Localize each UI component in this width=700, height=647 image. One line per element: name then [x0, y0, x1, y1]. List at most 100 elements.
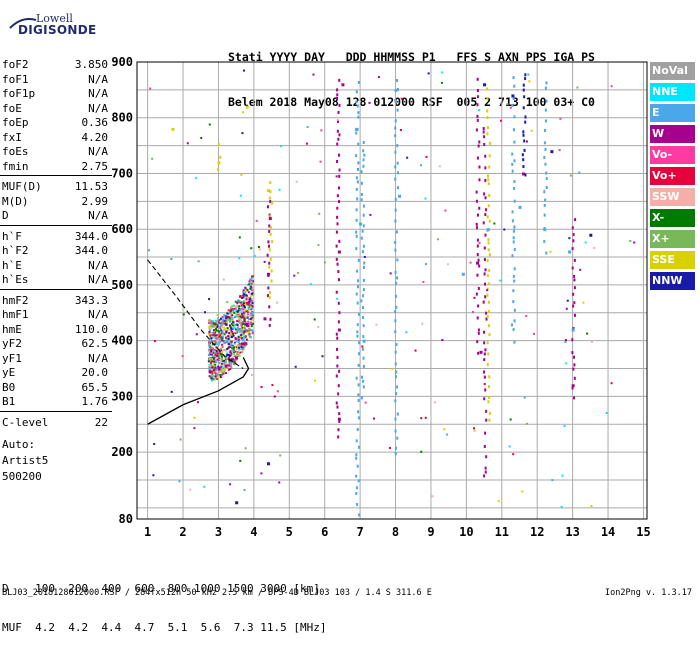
echo-dot: [213, 349, 216, 352]
echo-dot: [472, 311, 475, 314]
echo-dot: [239, 295, 242, 298]
echo-dot: [360, 170, 363, 174]
echo-dot: [336, 194, 339, 198]
echo-dot: [488, 395, 491, 399]
echo-dot: [227, 365, 230, 368]
echo-dot: [221, 358, 224, 361]
echo-dot: [395, 230, 398, 234]
echo-dot: [212, 329, 215, 332]
echo-dot: [357, 393, 360, 397]
echo-dot: [230, 319, 233, 322]
param-row-yf2: yF2 62.5: [2, 337, 108, 351]
echo-dot: [493, 222, 496, 225]
param-value: 344.0: [74, 229, 108, 243]
echo-dot: [233, 324, 236, 327]
echo-dot: [228, 333, 231, 336]
echo-dot: [215, 334, 218, 337]
echo-dot: [357, 363, 360, 367]
echo-dot: [270, 269, 273, 273]
echo-dot: [220, 374, 223, 377]
echo-dot: [478, 264, 481, 268]
echo-dot: [246, 303, 249, 306]
echo-dot: [220, 354, 223, 357]
profile-curves: [147, 259, 250, 425]
echo-dot: [252, 318, 255, 321]
y-tick-label: 500: [111, 278, 133, 292]
echo-dot: [522, 130, 525, 134]
echo-dot: [357, 312, 360, 316]
echo-dot: [483, 358, 486, 362]
x-tick-label: 6: [321, 525, 328, 539]
echo-dot: [578, 171, 581, 174]
echo-dot: [230, 314, 233, 317]
echo-dot: [391, 367, 394, 370]
echo-dot: [486, 97, 489, 101]
echo-dot: [522, 172, 526, 176]
echo-dot: [396, 171, 399, 175]
x-tick-label: 13: [565, 525, 579, 539]
echo-dot: [487, 300, 490, 304]
echo-dot: [486, 315, 489, 319]
echo-dot: [224, 323, 227, 326]
echo-dot: [573, 274, 576, 278]
echo-dot: [244, 447, 247, 450]
echo-dot: [436, 238, 439, 241]
echo-dot: [213, 358, 216, 361]
echo-dot: [242, 308, 245, 311]
echo-dot: [221, 315, 224, 318]
echo-dot: [486, 274, 489, 278]
echo-dot: [230, 358, 233, 361]
echo-dot: [209, 345, 212, 348]
echo-dot: [512, 97, 515, 101]
echo-dot: [229, 363, 232, 366]
echo-dot: [247, 320, 250, 323]
echo-dot: [241, 301, 244, 304]
echo-dot: [210, 337, 213, 340]
echo-dot: [357, 279, 360, 283]
echo-dot: [210, 376, 213, 379]
echo-dot: [357, 167, 360, 171]
echo-dot: [484, 179, 487, 183]
echo-dot: [216, 342, 219, 345]
echo-dot: [362, 324, 365, 328]
echo-dot: [209, 346, 212, 349]
echo-dot: [240, 337, 243, 340]
echo-dot: [512, 240, 515, 244]
echo-dot: [220, 323, 223, 326]
echo-dot: [571, 351, 574, 355]
echo-dot: [233, 361, 236, 364]
echo-dot: [215, 348, 218, 351]
echo-dot: [356, 464, 359, 468]
echo-dot: [397, 186, 400, 190]
echo-dot: [355, 127, 359, 131]
param-name: fxI: [2, 130, 22, 144]
echo-dot: [485, 455, 488, 459]
echo-dot: [243, 69, 246, 72]
echo-dot: [250, 304, 253, 307]
echo-dot: [216, 358, 219, 361]
echo-dot: [234, 305, 237, 308]
echo-dot: [228, 332, 231, 335]
y-tick-label: 900: [111, 55, 133, 69]
echo-dot: [268, 229, 271, 233]
echo-dot: [406, 156, 409, 159]
echo-dot: [241, 331, 244, 334]
echo-dot: [221, 360, 224, 363]
echo-dot: [195, 177, 198, 180]
echo-dot: [263, 260, 266, 263]
plot-frame: [136, 61, 648, 520]
echo-dot: [219, 334, 222, 337]
echo-dot: [217, 367, 221, 371]
echo-dot: [469, 261, 472, 264]
echo-dot: [242, 310, 245, 313]
echo-dot: [443, 428, 446, 431]
param-value: 3.850: [74, 58, 108, 71]
echo-dot: [477, 144, 480, 148]
echo-dot: [230, 341, 233, 344]
echo-dot: [236, 350, 239, 353]
echo-dot: [476, 253, 479, 257]
echo-dot: [364, 401, 367, 404]
echo-dot: [232, 332, 235, 335]
echo-dot: [335, 332, 338, 336]
echo-dot: [236, 345, 239, 348]
